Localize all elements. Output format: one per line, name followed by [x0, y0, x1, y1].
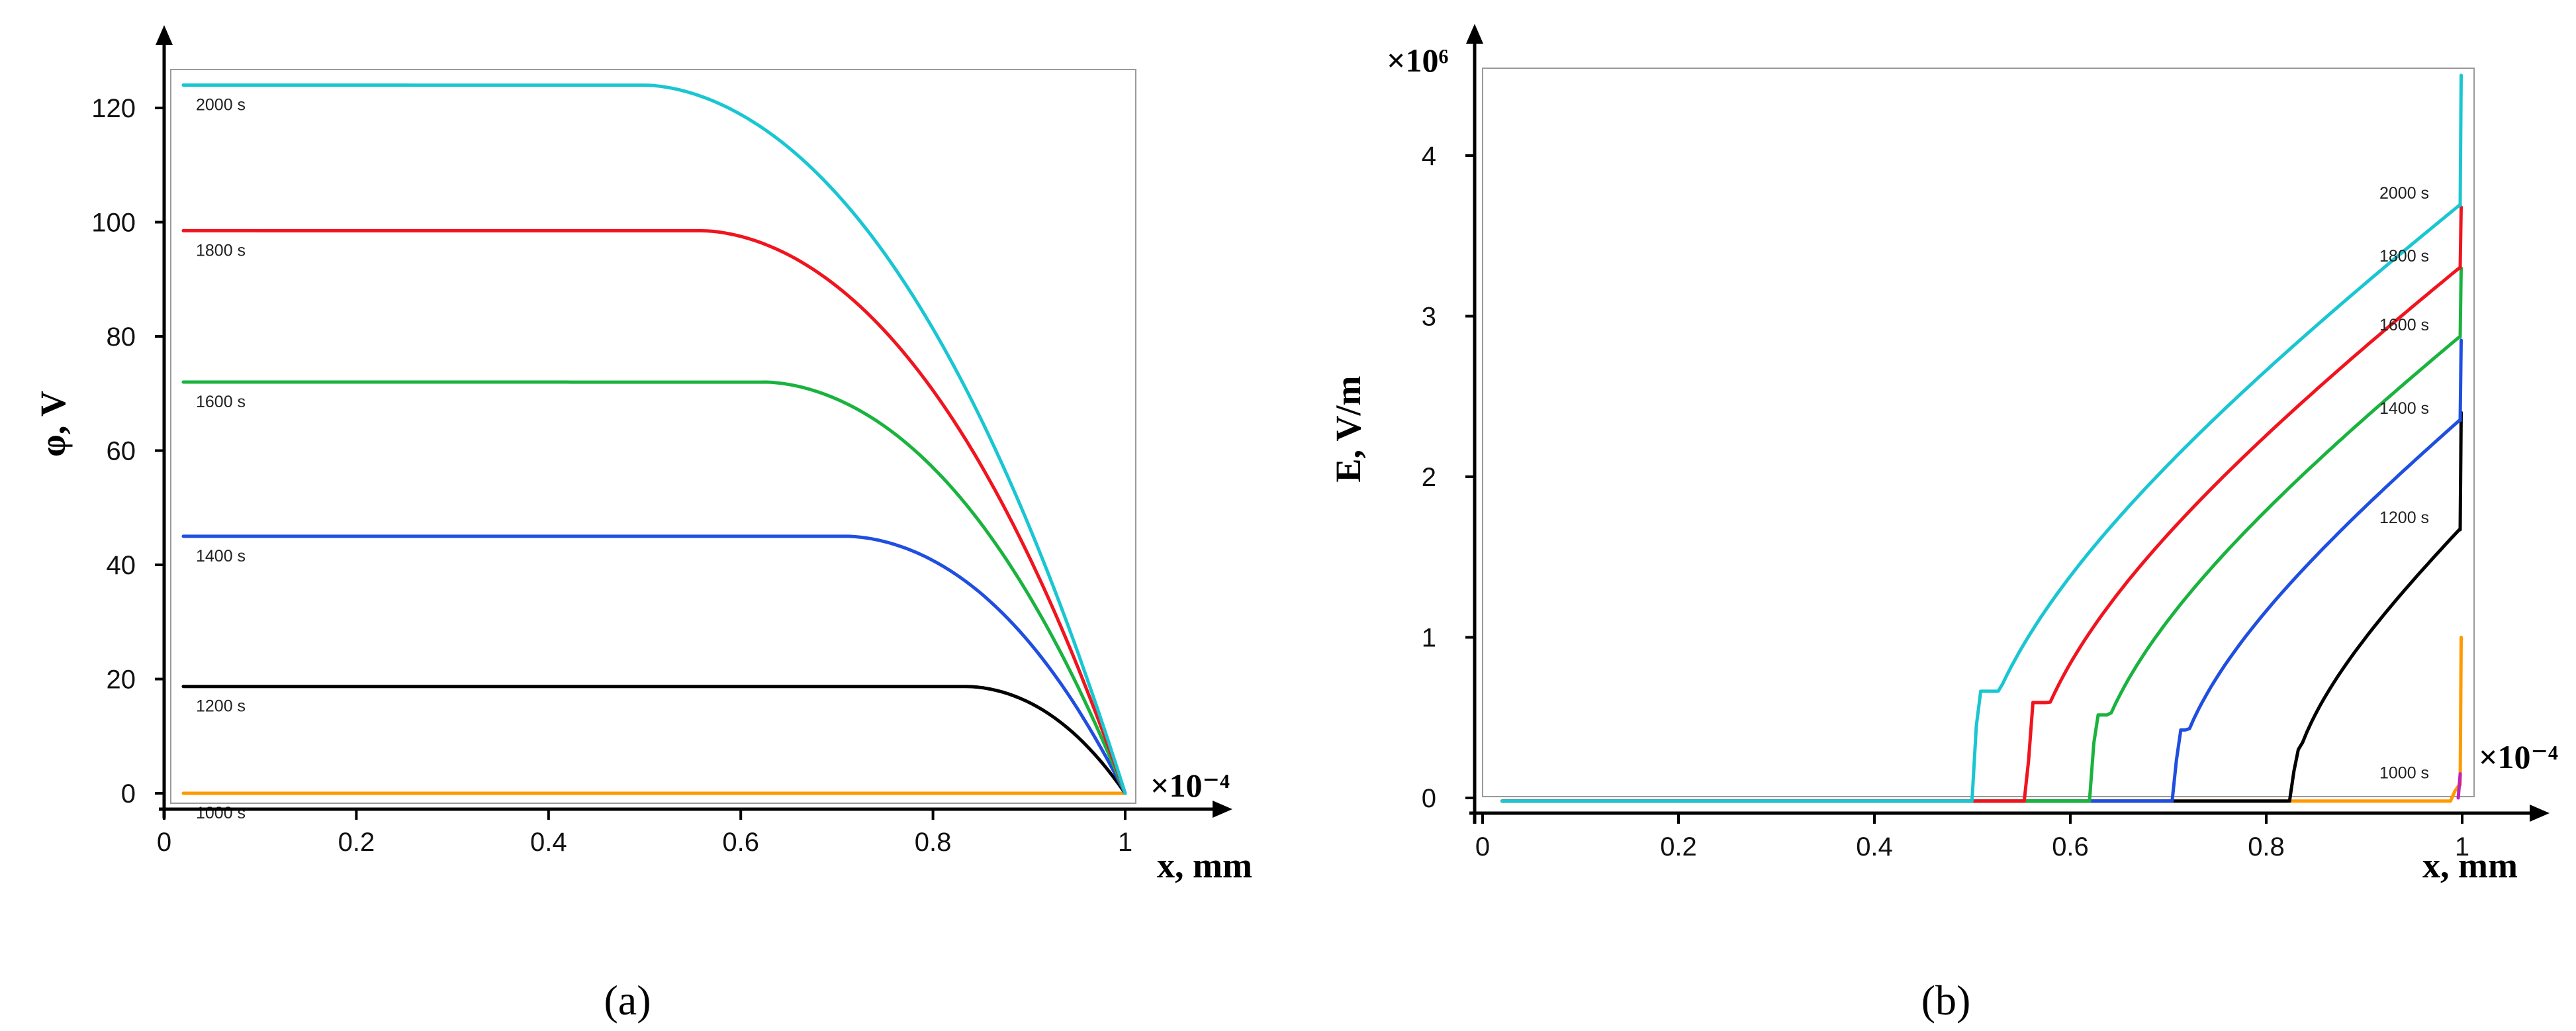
- panel-b-boundary-spike: [2456, 772, 2462, 800]
- panel-a-label: (a): [604, 977, 651, 1024]
- panel-a-x-tick-label: 0.2: [338, 828, 375, 857]
- panel-b-series-label: 1400 s: [2379, 399, 2429, 418]
- panel-b-series-label: 1200 s: [2379, 509, 2429, 527]
- panel-b-y-tick-label: 1: [1422, 624, 1436, 653]
- panel-a-y-axis-arrow: [156, 25, 173, 45]
- panel-a-series-2000s: [181, 83, 1127, 795]
- panel-a-x-tick-label: 1: [1118, 828, 1132, 857]
- panel-b-y-tick-label: 2: [1422, 463, 1436, 492]
- panel-b-x-axis-arrow: [2530, 805, 2550, 822]
- panel-a-y-tick-label: 60: [107, 437, 136, 466]
- panel-b-y-tick-label: 3: [1422, 303, 1436, 332]
- panel-b-x-tick-label: 1: [2455, 832, 2469, 861]
- panel-b-x-tick-label: 0: [1475, 832, 1490, 861]
- panel-b-series-1600s: [1500, 266, 2463, 803]
- panel-a-series-1800s: [181, 228, 1127, 795]
- panel-a-plot-frame: [170, 69, 1136, 804]
- panel-a-y-tick-label: 100: [91, 209, 136, 238]
- panel-b-series-1000s: [1500, 636, 2463, 803]
- panel-a-y-tick-label: 0: [121, 779, 136, 809]
- panel-b-x-tick-label: 0.2: [1660, 832, 1697, 861]
- panel-a-y-tick-label: 40: [107, 551, 136, 580]
- panel-a-y-tick-label: 120: [91, 94, 136, 123]
- panel-a-x-tick-label: 0: [157, 828, 171, 857]
- panel-a-x-multiplier: ×10⁻⁴: [1150, 767, 1230, 804]
- panel-b-y-tick-label: 0: [1422, 784, 1436, 813]
- panel-b-plot-frame: [1482, 68, 2475, 797]
- panel-b-x-tick-label: 0.6: [2052, 832, 2089, 861]
- panel-a-series-label: 2000 s: [196, 96, 246, 115]
- panel-b-y-axis-arrow: [1466, 24, 1483, 44]
- panel-a-x-tick-label: 0.6: [722, 828, 759, 857]
- panel-b-chart: 0 0.2 0.4 0.6 0.8 1 0 1 2 3 4 1000 s 1200 s 1400 s 16…: [1328, 24, 2558, 1024]
- panel-b-x-tick-label: 0.8: [2248, 832, 2285, 861]
- panel-a-x-axis-arrow: [1213, 801, 1232, 818]
- panel-a-y-axis-title: φ, V: [33, 391, 73, 457]
- panel-b-x-axis-title: x, mm: [2422, 846, 2518, 885]
- panel-b-label: (b): [1921, 977, 1971, 1024]
- panel-b-series-label: 2000 s: [2379, 184, 2429, 203]
- panel-a-chart: 0 0.2 0.4 0.6 0.8 1 0 20 40 60 80 100 120 1000 s 1200…: [33, 25, 1252, 1024]
- panel-a-x-tick-label: 0.4: [530, 828, 567, 857]
- panel-a-series-label: 1800 s: [196, 241, 246, 260]
- panel-b-y-tick-label: 4: [1422, 142, 1436, 171]
- panel-a-series-1200s: [181, 685, 1127, 795]
- panel-a-x-axis-title: x, mm: [1157, 846, 1252, 885]
- panel-a-series-label: 1000 s: [196, 804, 246, 822]
- panel-b-y-axis-title: E, V/m: [1328, 375, 1368, 482]
- panel-b-x-multiplier: ×10⁻⁴: [2479, 738, 2558, 775]
- panel-b-series-label: 1800 s: [2379, 247, 2429, 266]
- panel-a-series-label: 1400 s: [196, 547, 246, 565]
- panel-a-series-label: 1600 s: [196, 393, 246, 411]
- panel-a-x-tick-label: 0.8: [915, 828, 952, 857]
- panel-a-series-label: 1200 s: [196, 697, 246, 716]
- panel-a-y-tick-label: 20: [107, 665, 136, 695]
- panel-b-series-1200s: [1500, 411, 2463, 803]
- panel-b-series-label: 1000 s: [2379, 764, 2429, 783]
- panel-b-series-1400s: [1500, 338, 2463, 803]
- panel-a-series-1400s: [181, 534, 1127, 795]
- panel-b-series-2000s: [1500, 74, 2463, 803]
- panel-b-x-tick-label: 0.4: [1856, 832, 1893, 861]
- panel-a-series-1600s: [181, 380, 1127, 795]
- panel-a-y-tick-label: 80: [107, 322, 136, 352]
- panel-b-series-label: 1600 s: [2379, 316, 2429, 334]
- panel-b-y-multiplier: ×10⁶: [1387, 42, 1448, 79]
